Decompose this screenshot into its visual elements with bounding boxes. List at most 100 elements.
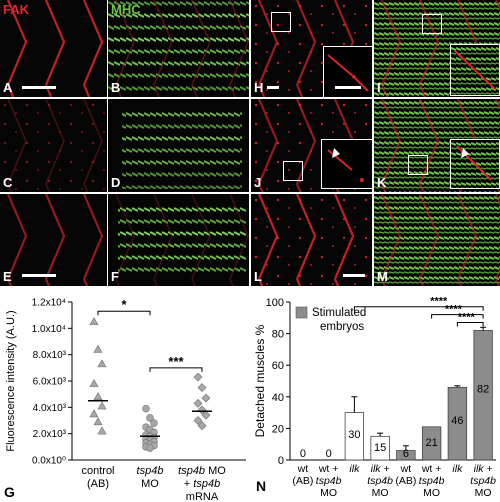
significance-label: *: [121, 297, 127, 312]
data-point-circle: [146, 414, 154, 422]
fak-channel-label: FAK: [3, 2, 29, 17]
y-tick-label: 4.0x10³: [33, 403, 67, 414]
y-tick-label: 8.0x10³: [33, 350, 67, 361]
data-point-circle: [150, 419, 158, 427]
significance-bracket: [431, 314, 484, 319]
y-tick-label: 0: [278, 455, 284, 467]
scale-bar: [343, 274, 365, 277]
panel-f: F: [108, 194, 249, 286]
x-tick-label: tsp4b: [137, 465, 164, 477]
figure-letter-g: G: [4, 484, 15, 500]
y-tick-label: 0.0x10⁰: [32, 456, 66, 467]
y-tick-label: 1.0x10⁴: [32, 324, 66, 335]
panel-k: K: [374, 99, 500, 192]
data-label: 30: [348, 429, 360, 441]
panel-letter-a: A: [3, 80, 13, 95]
panel-e: E: [0, 194, 107, 286]
y-tick-label: 40: [272, 392, 284, 404]
panel-i: I: [374, 0, 500, 97]
chart-g-scatter: 0.0x10⁰ 2.0x10³ 4.0x10³ 6.0x10³ 8.0x10³ 1.0x1…: [5, 297, 246, 502]
significance-bracket: [149, 367, 203, 372]
panel-letter-h: H: [254, 80, 264, 95]
zoom-box: [271, 12, 291, 32]
zoom-box: [283, 161, 303, 181]
data-label: 6: [403, 448, 409, 460]
x-tick-label: MO: [423, 487, 440, 499]
panel-letter-l: L: [254, 269, 262, 284]
significance-bracket: [353, 306, 484, 311]
x-tick-label: wt +: [421, 463, 442, 475]
legend-swatch: [295, 306, 308, 319]
data-point-triangle: [89, 409, 99, 418]
scale-bar: [22, 86, 56, 89]
panel-a: FAK A: [0, 0, 107, 97]
data-label: 46: [451, 415, 463, 427]
x-tick-label: MO: [320, 487, 337, 499]
x-tick-label: ilk: [349, 463, 360, 475]
zoom-box: [422, 14, 442, 34]
y-tick-label: 100: [266, 297, 284, 309]
x-tick-label: tsp4b: [367, 475, 393, 487]
panel-letter-f: F: [111, 269, 119, 284]
data-label: 82: [477, 384, 489, 396]
y-tick-label: 6.0x10³: [33, 377, 67, 388]
x-tick-label: ilk +: [371, 463, 390, 475]
significance-label: ****: [430, 296, 448, 308]
bar: [447, 386, 468, 461]
zoom-inset: [450, 44, 500, 96]
panel-letter-d: D: [111, 175, 121, 190]
panel-letter-m: M: [377, 269, 388, 284]
panel-letter-j: J: [254, 175, 262, 190]
y-tick-label: 2.0x10³: [33, 429, 67, 440]
zoom-inset: [323, 46, 372, 97]
data-label: 15: [374, 442, 386, 454]
panel-d: D: [108, 99, 249, 192]
zoom-box: [408, 155, 428, 175]
data-point-triangle: [93, 417, 103, 426]
data-point-diamond: [201, 393, 211, 403]
bar: [396, 450, 416, 461]
panel-m: M: [374, 194, 500, 286]
data-point-triangle: [89, 379, 99, 387]
y-tick-label: 60: [272, 360, 284, 372]
y-tick-label: 1.2x10⁴: [32, 298, 66, 309]
bar: [344, 412, 365, 461]
panel-h: H: [251, 0, 372, 97]
x-tick-label: wt +: [318, 463, 339, 475]
data-label: 0: [326, 448, 332, 460]
data-label: 0: [300, 448, 306, 460]
x-tick-label: (AB): [87, 478, 109, 490]
mhc-channel-label: MHC: [111, 2, 141, 17]
panel-l: L: [251, 194, 372, 286]
data-point-diamond: [197, 383, 207, 393]
significance-bracket: [97, 310, 151, 316]
y-axis-label: Detached muscles %: [253, 324, 267, 437]
x-tick-label: (AB): [395, 475, 416, 487]
y-axis-label: Fluorescence intensity (A.U.): [5, 310, 17, 451]
x-tick-label: tsp4b: [419, 475, 445, 487]
panel-letter-e: E: [3, 269, 12, 284]
x-tick-label: ilk +: [474, 463, 493, 475]
data-point-diamond: [201, 410, 211, 420]
data-point-diamond: [193, 398, 203, 408]
inset-scale-bar: [335, 86, 361, 89]
data-point-triangle: [97, 401, 107, 410]
x-tick-label: MO: [372, 487, 389, 499]
zoom-inset: [450, 139, 500, 189]
data-label: 21: [426, 437, 438, 449]
scale-bar: [22, 274, 56, 277]
scale-bar: [267, 86, 279, 89]
x-tick-label: MO: [141, 478, 159, 490]
x-tick-label: wt: [297, 463, 309, 475]
legend-label: embryos: [320, 321, 364, 333]
x-tick-label: tsp4b: [316, 475, 342, 487]
panel-letter-b: B: [111, 80, 121, 95]
x-tick-label: wt: [400, 463, 412, 475]
data-point-triangle: [89, 317, 99, 326]
x-tick-label: MO: [475, 487, 492, 499]
x-tick-label: + tsp4b: [184, 478, 220, 490]
x-tick-label: ilk: [452, 463, 463, 475]
significance-bracket: [456, 322, 484, 327]
significance-label: ****: [458, 312, 476, 324]
